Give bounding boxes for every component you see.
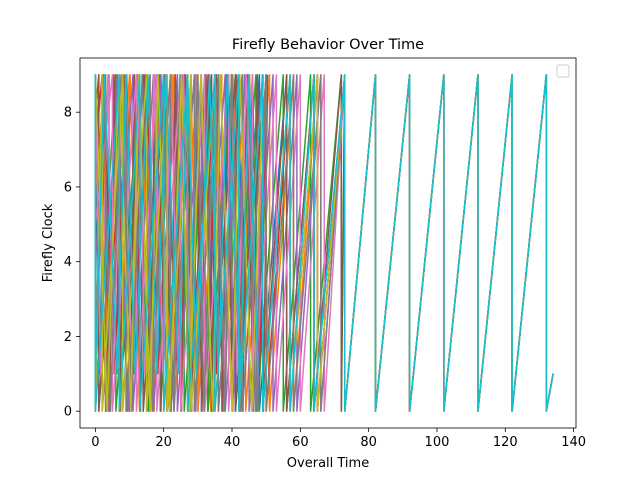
y-axis: 0 2 4 6 8 xyxy=(64,106,80,420)
series-line-pre-sync xyxy=(94,74,259,375)
y-axis-label: Firefly Clock xyxy=(41,203,56,282)
x-tick-label: 40 xyxy=(224,435,241,450)
x-axis: 0 20 40 60 80 100 120 140 xyxy=(91,428,586,450)
y-tick-label: 6 xyxy=(64,180,72,195)
x-tick-label: 20 xyxy=(155,435,172,450)
series-line xyxy=(94,74,554,412)
plot-frame xyxy=(79,57,577,429)
x-tick-label: 100 xyxy=(425,435,450,450)
chart-title: Firefly Behavior Over Time xyxy=(232,37,424,53)
x-tick-label: 80 xyxy=(360,435,377,450)
x-tick-label: 140 xyxy=(561,435,586,450)
y-tick-label: 2 xyxy=(64,330,72,345)
y-tick-label: 4 xyxy=(64,255,72,270)
x-tick-label: 60 xyxy=(292,435,309,450)
x-tick-label: 120 xyxy=(493,435,518,450)
y-tick-label: 8 xyxy=(64,106,72,121)
legend-box xyxy=(556,64,570,78)
series-layer xyxy=(94,74,554,412)
y-tick-label: 0 xyxy=(64,405,72,420)
x-axis-label: Overall Time xyxy=(287,456,369,471)
x-tick-label: 0 xyxy=(91,435,99,450)
